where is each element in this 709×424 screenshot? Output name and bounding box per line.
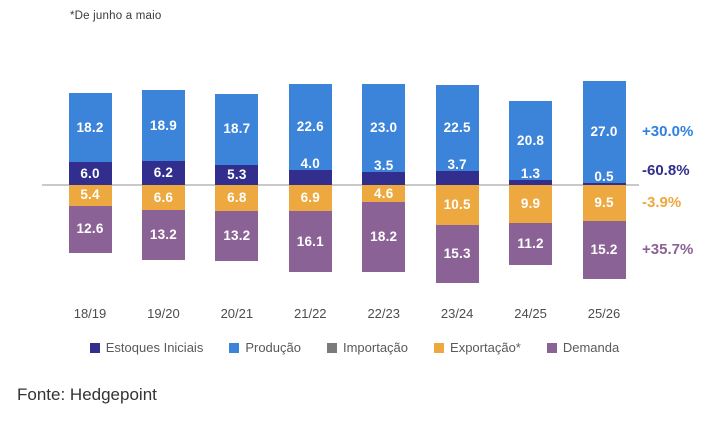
bar-value-label: 6.6 bbox=[153, 189, 174, 205]
legend-item-exportacao: Exportação* bbox=[434, 340, 521, 355]
x-axis-label: 25/26 bbox=[587, 306, 621, 321]
bar-value-label: 4.6 bbox=[374, 185, 394, 201]
pct-change-label-estoques-iniciais: -60.8% bbox=[642, 162, 690, 179]
bar-value-label: 6.8 bbox=[227, 189, 247, 205]
bar-segment-exportacao bbox=[362, 185, 406, 203]
bar-value-label: 3.5 bbox=[374, 157, 394, 173]
bar-segment-exportacao bbox=[68, 185, 112, 206]
chart-footnote: *De junho a maio bbox=[70, 10, 162, 22]
bar-segment-producao bbox=[362, 84, 406, 172]
bar-value-label: 16.1 bbox=[296, 233, 324, 249]
legend-swatch-importacao bbox=[326, 342, 337, 353]
legend-item-importacao: Importação bbox=[326, 340, 409, 355]
bar-segment-demanda bbox=[362, 202, 406, 272]
legend-label: Produção bbox=[245, 340, 301, 355]
bar-segment-producao bbox=[215, 93, 259, 165]
bar-segment-producao bbox=[141, 89, 185, 162]
bar-segment-producao bbox=[509, 101, 553, 181]
legend-label: Estoques Iniciais bbox=[105, 340, 204, 355]
bar-value-label: 27.0 bbox=[590, 123, 618, 139]
source-text: Fonte: Hedgepoint bbox=[17, 385, 157, 404]
bar-value-label: 9.5 bbox=[594, 195, 614, 211]
legend-label: Demanda bbox=[562, 340, 620, 355]
bar-segment-estoques-iniciais bbox=[582, 183, 626, 185]
bar-value-label: 23.0 bbox=[370, 120, 398, 135]
legend-swatch-exportacao bbox=[434, 342, 445, 353]
bar-value-label: 15.2 bbox=[590, 241, 618, 257]
bar-value-label: 5.4 bbox=[80, 187, 100, 203]
x-axis-label: 19/20 bbox=[147, 306, 180, 321]
zero-axis-line bbox=[42, 184, 639, 186]
bar-value-label: 18.2 bbox=[76, 119, 104, 135]
bar-value-label: 10.5 bbox=[443, 196, 471, 212]
bar-segment-exportacao bbox=[288, 185, 332, 212]
bar-segment-exportacao bbox=[509, 185, 553, 223]
bar-value-label: 12.6 bbox=[76, 221, 104, 237]
pct-change-label-producao: +30.0% bbox=[642, 122, 694, 140]
bar-value-label: 0.5 bbox=[594, 169, 614, 185]
bar-segment-producao bbox=[288, 83, 332, 170]
bar-segment-demanda bbox=[509, 222, 553, 266]
bar-segment-producao bbox=[582, 80, 626, 184]
legend-item-producao: Produção bbox=[229, 340, 301, 355]
pct-change-label-exportacao: -3.9% bbox=[642, 194, 682, 212]
bar-segment-demanda bbox=[68, 205, 112, 254]
legend-swatch-producao bbox=[229, 342, 240, 353]
x-axis-label: 23/24 bbox=[440, 306, 474, 321]
legend-swatch-demanda bbox=[546, 342, 557, 353]
x-axis-label: 22/23 bbox=[367, 306, 400, 321]
legend-label: Exportação* bbox=[450, 340, 521, 355]
bar-value-label: 1.3 bbox=[520, 166, 541, 182]
bar-value-label: 3.7 bbox=[447, 156, 467, 172]
bar-value-label: 6.2 bbox=[153, 165, 174, 181]
bar-segment-estoques-iniciais bbox=[288, 169, 332, 185]
bar-value-label: 11.2 bbox=[517, 235, 544, 251]
legend-item-estoques-iniciais: Estoques Iniciais bbox=[89, 340, 204, 355]
bar-segment-estoques-iniciais bbox=[435, 170, 479, 185]
bar-segment-producao bbox=[435, 85, 479, 171]
bar-segment-estoques-iniciais bbox=[509, 180, 553, 185]
bar-segment-producao bbox=[68, 93, 112, 163]
bar-value-label: 18.7 bbox=[223, 121, 251, 137]
bar-value-label: 18.9 bbox=[149, 117, 177, 133]
legend-swatch-estoques-iniciais bbox=[89, 342, 100, 353]
bar-value-label: 9.9 bbox=[520, 195, 541, 211]
bar-value-label: 4.0 bbox=[300, 155, 320, 171]
bar-segment-demanda bbox=[288, 211, 332, 273]
bar-segment-demanda bbox=[582, 221, 626, 279]
legend: Estoques Iniciais Produção Importação Expor… bbox=[0, 340, 709, 355]
bar-value-label: 6.0 bbox=[80, 165, 100, 181]
bar-segment-estoques-iniciais bbox=[215, 164, 259, 185]
bar-value-label: 18.2 bbox=[370, 229, 398, 245]
bar-value-label: 20.8 bbox=[517, 132, 545, 148]
legend-item-demanda: Demanda bbox=[546, 340, 620, 355]
x-axis-label: 24/25 bbox=[514, 306, 547, 321]
bar-segment-demanda bbox=[435, 224, 479, 284]
bar-segment-demanda bbox=[141, 210, 185, 261]
legend-label: Importação bbox=[342, 340, 409, 355]
bar-segment-exportacao bbox=[582, 185, 626, 222]
pct-change-label-demanda: +35.7% bbox=[642, 240, 694, 258]
x-axis-label: 21/22 bbox=[294, 306, 327, 321]
bar-value-label: 13.2 bbox=[223, 227, 251, 243]
bar-segment-estoques-iniciais bbox=[362, 171, 406, 185]
x-axis-label: 20/21 bbox=[220, 306, 254, 321]
bar-value-label: 15.3 bbox=[443, 245, 471, 261]
bar-value-label: 13.2 bbox=[149, 227, 177, 243]
bar-segment-exportacao bbox=[435, 185, 479, 225]
x-axis-label: 18/19 bbox=[73, 306, 107, 321]
bar-segment-exportacao bbox=[141, 185, 185, 211]
bar-segment-demanda bbox=[215, 210, 259, 261]
bar-value-label: 22.6 bbox=[296, 118, 324, 134]
bar-segment-estoques-iniciais bbox=[68, 162, 112, 185]
bar-value-label: 22.5 bbox=[443, 120, 471, 136]
bar-segment-exportacao bbox=[215, 185, 259, 211]
bar-value-label: 6.9 bbox=[300, 190, 320, 206]
bar-segment-estoques-iniciais bbox=[141, 161, 185, 185]
bar-value-label: 5.3 bbox=[227, 166, 247, 182]
